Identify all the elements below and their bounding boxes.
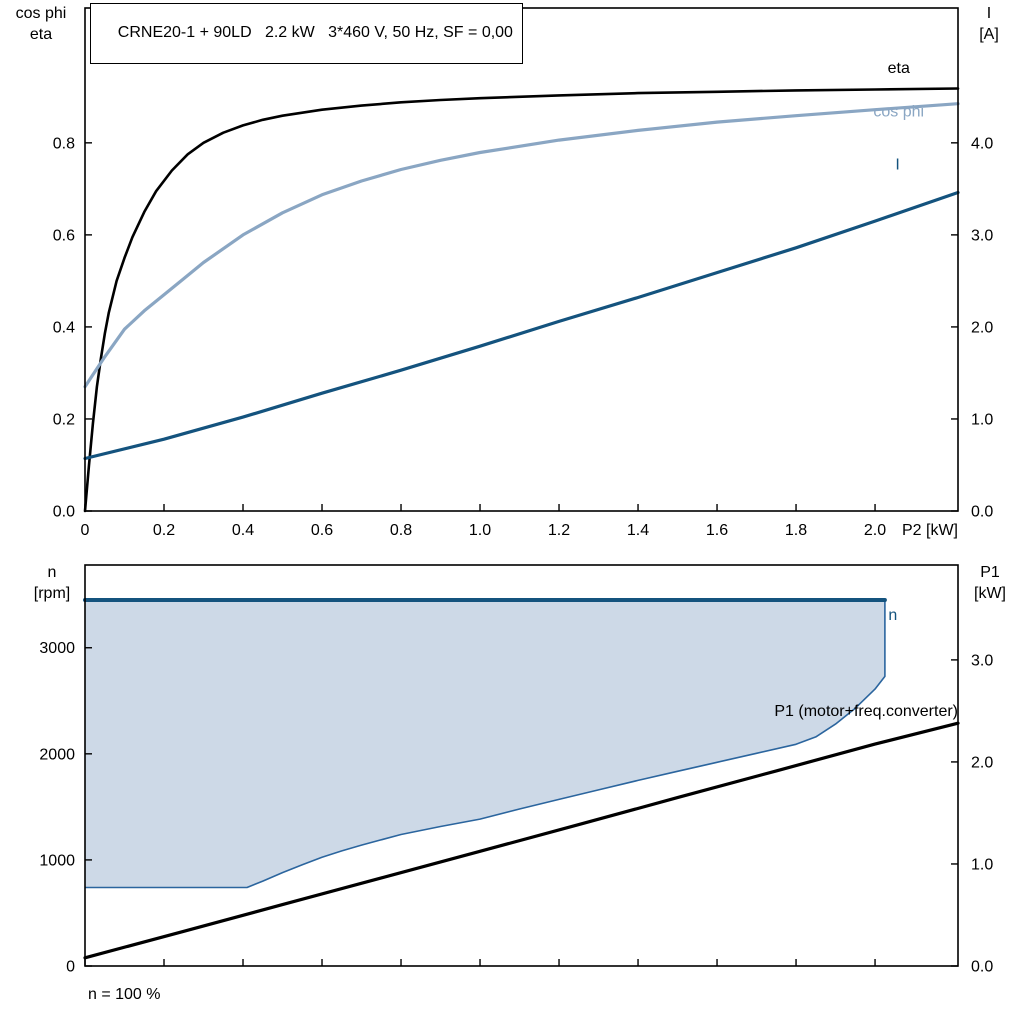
right-axis-title-current-unit: [A] [979, 26, 999, 43]
y-left-tick-label: 2000 [39, 746, 75, 763]
right-axis-title-current: I [986, 5, 992, 22]
left-axis-title-eta: eta [29, 26, 53, 43]
y-left-tick-label: 0.4 [53, 319, 75, 336]
i-label: I [895, 157, 899, 174]
n-label: n [888, 607, 897, 624]
chart-title-text: CRNE20-1 + 90LD 2.2 kW 3*460 V, 50 Hz, S… [117, 24, 513, 41]
right-axis-title-p1: P1 [980, 564, 1000, 581]
chart-speed-power: 0 1000 2000 3000 0.0 1.0 2.0 3.0 n P1 (motor+freq… [39, 564, 993, 976]
plot-border [84, 564, 959, 967]
cos-phi-label: cos phi [873, 104, 924, 121]
y-left-tick-label: 0.2 [53, 411, 75, 428]
left-axis-title-speed-unit: [rpm] [33, 585, 71, 602]
bottom-chart-left-axis-title: n [rpm] [14, 562, 90, 604]
y-left-tick-label: 0.8 [53, 135, 75, 152]
right-axis-title-p1-unit: [kW] [974, 585, 1006, 602]
y-right-tick-label: 0.0 [971, 504, 993, 521]
speed-control-range-lower-edge [85, 600, 886, 889]
left-axis-title-speed: n [47, 564, 57, 581]
x-tick-label: 0 [81, 522, 90, 539]
y-right-tick-label: 3.0 [971, 652, 993, 669]
x-tick-label: 0.4 [232, 522, 254, 539]
i-curve [83, 190, 960, 461]
left-axis-title-cos-phi: cos phi [15, 5, 67, 22]
p1-motor-freq-converter-curve [83, 721, 960, 960]
chart-motor-curves: 0 0.2 0.4 0.6 0.8 1.0 1.2 1.4 1.6 1.8 2.0 P2 [kW] 0.… [53, 7, 993, 539]
eta-curve [83, 87, 960, 513]
bottom-chart-right-axis-title: P1 [kW] [960, 562, 1020, 604]
top-chart-right-axis-title: I [A] [960, 3, 1018, 45]
speed-control-range-band [85, 600, 885, 888]
x-tick-label: 0.6 [311, 522, 333, 539]
speed-footnote: n = 100 % [88, 986, 161, 1003]
x-tick-label: 1.0 [469, 522, 491, 539]
top-chart-left-axis-title: cos phi eta [0, 3, 82, 45]
plot-border [84, 7, 959, 512]
x-tick-label: 1.4 [627, 522, 649, 539]
y-right-tick-label: 2.0 [971, 319, 993, 336]
y-right-tick-label: 4.0 [971, 135, 993, 152]
x-tick-label: 0.8 [390, 522, 412, 539]
y-left-tick-label: 0 [66, 959, 75, 976]
y-right-tick-label: 2.0 [971, 754, 993, 771]
x-tick-label: 1.8 [785, 522, 807, 539]
x-tick-label: 1.6 [706, 522, 728, 539]
y-right-tick-label: 3.0 [971, 227, 993, 244]
y-left-tick-label: 0.0 [53, 504, 75, 521]
x-tick-label: 2.0 [864, 522, 886, 539]
chart-title-box: CRNE20-1 + 90LD 2.2 kW 3*460 V, 50 Hz, S… [90, 3, 523, 64]
eta-label: eta [888, 60, 910, 77]
p1-motor-freq-converter-label: P1 (motor+freq.converter) [774, 703, 958, 720]
y-left-tick-label: 3000 [39, 640, 75, 657]
cos-phi-curve [83, 102, 960, 389]
x-tick-label: 1.2 [548, 522, 570, 539]
x-tick-label: 0.2 [153, 522, 175, 539]
x-axis-label: P2 [kW] [902, 522, 958, 539]
y-left-tick-label: 0.6 [53, 227, 75, 244]
y-right-tick-label: 1.0 [971, 411, 993, 428]
y-right-tick-label: 0.0 [971, 959, 993, 976]
y-left-tick-label: 1000 [39, 852, 75, 869]
y-right-tick-label: 1.0 [971, 856, 993, 873]
